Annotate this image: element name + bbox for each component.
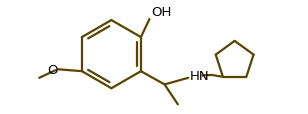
Text: HN: HN: [190, 69, 210, 82]
Text: O: O: [48, 63, 58, 76]
Text: OH: OH: [151, 6, 172, 19]
